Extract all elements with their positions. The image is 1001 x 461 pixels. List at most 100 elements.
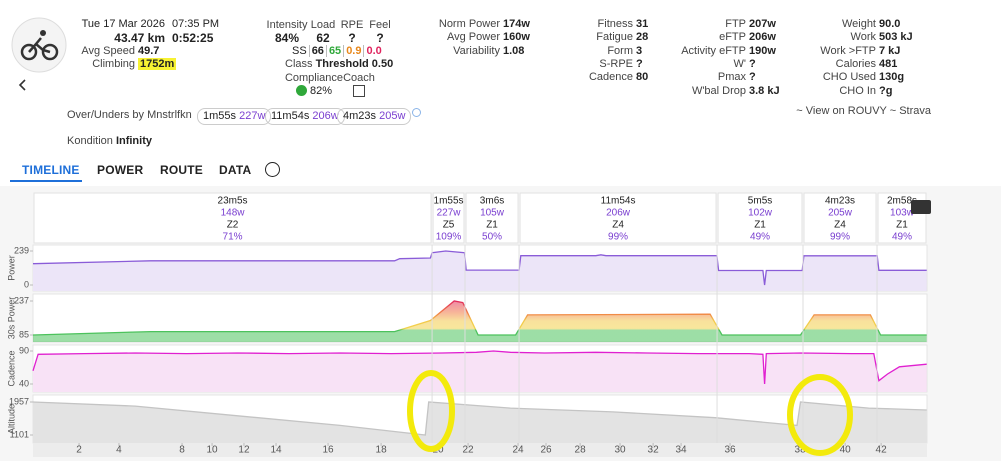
metric-value: ? bbox=[348, 31, 356, 45]
stat-value: ? bbox=[749, 71, 756, 84]
metric-label: Intensity bbox=[266, 19, 308, 31]
stat-value-text: 7 kJ bbox=[879, 44, 901, 57]
y-tick-label: 85 bbox=[19, 329, 29, 339]
y-tick-label: 1101 bbox=[10, 429, 29, 439]
interval-zone: Z5 bbox=[443, 220, 455, 231]
over-unders-label: Over/Unders by Mnstrlfkn bbox=[67, 109, 192, 121]
ss-value: 66 bbox=[308, 45, 326, 57]
chip-power: 205w bbox=[379, 110, 406, 122]
line bbox=[32, 350, 927, 385]
stat-label: FTP bbox=[725, 18, 746, 30]
stat-value: 90.0 bbox=[879, 18, 900, 31]
panel-name: Altitude bbox=[6, 404, 16, 434]
comment-icon[interactable] bbox=[911, 200, 931, 214]
compliance-label: Compliance bbox=[284, 72, 344, 84]
links[interactable]: ~ View on ROUVY ~ Strava bbox=[796, 105, 931, 117]
stat-value-text: ? bbox=[749, 57, 756, 70]
interval-power: 102w bbox=[748, 208, 773, 219]
area bbox=[33, 402, 927, 443]
tab[interactable]: ROUTE bbox=[160, 163, 203, 177]
stat-label: Climbing bbox=[92, 58, 135, 71]
stat-value-text: 190w bbox=[749, 44, 776, 57]
stat-label: Cadence bbox=[588, 71, 633, 84]
stat-value: 207w bbox=[749, 18, 776, 31]
x-tick-label: 10 bbox=[207, 445, 219, 456]
ss-value: 0.0 bbox=[363, 45, 384, 57]
stat-value: 160w bbox=[503, 31, 530, 44]
ss-value: 0.9 bbox=[343, 45, 364, 57]
stat-value-text: 90.0 bbox=[879, 18, 901, 30]
interval-duration: 1m55s bbox=[434, 196, 464, 207]
stat-label: Work >FTP bbox=[820, 44, 876, 57]
x-tick-label: 24 bbox=[512, 445, 524, 456]
y-tick-label: 1957 bbox=[9, 396, 29, 406]
compliance-value: 82% bbox=[310, 85, 333, 97]
interval-percent: 49% bbox=[750, 232, 770, 243]
interval-zone: Z4 bbox=[612, 220, 624, 231]
stat-value: 3 bbox=[636, 45, 642, 58]
check-icon bbox=[296, 85, 307, 96]
interval-zone: Z1 bbox=[896, 220, 908, 231]
x-tick-label: 8 bbox=[179, 445, 185, 456]
stat-value: 80 bbox=[636, 71, 648, 84]
stat-label: W'bal Drop bbox=[691, 84, 746, 97]
stat-label: Form bbox=[607, 44, 633, 57]
y-tick-label: 0 bbox=[24, 279, 29, 289]
interval-percent: 49% bbox=[892, 232, 912, 243]
stat-value-text: 28 bbox=[636, 31, 649, 44]
stat-value: 190w bbox=[749, 45, 776, 58]
interval-percent: 71% bbox=[223, 232, 243, 243]
stat-value-text: 80 bbox=[636, 71, 649, 84]
chip[interactable]: 11m54s 206w bbox=[265, 108, 345, 125]
interval-duration: 2m58s bbox=[887, 196, 917, 207]
metric-label: Feel bbox=[369, 19, 391, 31]
stat-label: Norm Power bbox=[438, 18, 500, 30]
distance: 43.47 km bbox=[114, 31, 165, 45]
line bbox=[32, 401, 927, 436]
x-tick-label: 30 bbox=[614, 445, 626, 456]
annotation-circle bbox=[787, 374, 853, 456]
x-tick-label: 42 bbox=[876, 445, 888, 456]
x-tick-label: 18 bbox=[376, 445, 388, 456]
metric-label: RPE bbox=[340, 19, 364, 31]
avatar bbox=[11, 17, 67, 91]
stat-value: ? bbox=[749, 58, 756, 71]
interval-box bbox=[465, 192, 519, 244]
stat-label: Avg Power bbox=[447, 31, 500, 44]
tab[interactable]: TIMELINE bbox=[22, 163, 80, 177]
stat-label: Activity eFTP bbox=[681, 44, 746, 57]
line bbox=[32, 250, 927, 286]
tab[interactable]: POWER bbox=[97, 163, 144, 177]
duration: 0:52:25 bbox=[172, 31, 214, 45]
annotation-circle bbox=[407, 370, 455, 452]
search-icon[interactable] bbox=[412, 108, 421, 117]
stat-value-text: 503 kJ bbox=[879, 31, 913, 44]
stat-value: 49.7 bbox=[138, 45, 159, 58]
ss: SS 66 65 0.9 0.0 bbox=[290, 45, 384, 58]
time: 07:35 PM bbox=[172, 18, 220, 30]
x-tick-label: 12 bbox=[238, 445, 250, 456]
chip[interactable]: 4m23s 205w bbox=[337, 108, 412, 125]
interval-zone: Z1 bbox=[754, 220, 766, 231]
coach-checkbox[interactable] bbox=[353, 85, 365, 97]
stat-value-text: 174w bbox=[503, 18, 530, 30]
stat-value: 1.08 bbox=[503, 45, 524, 58]
panel-name: Cadence bbox=[6, 350, 16, 386]
panel-name: Power bbox=[6, 255, 16, 281]
tab-underline bbox=[10, 180, 82, 182]
chip[interactable]: 1m55s 227w bbox=[197, 108, 272, 125]
x-tick-label: 16 bbox=[322, 445, 334, 456]
stat-value: 28 bbox=[636, 31, 648, 44]
interval-duration: 3m6s bbox=[480, 196, 504, 207]
stat-value: 3.8 kJ bbox=[749, 85, 780, 98]
tab[interactable]: DATA bbox=[219, 163, 252, 177]
stat-label: Calories bbox=[835, 57, 876, 70]
interval-power: 205w bbox=[828, 208, 853, 219]
interval-duration: 11m54s bbox=[601, 196, 636, 207]
add-tab[interactable] bbox=[265, 162, 280, 177]
interval-percent: 109% bbox=[436, 232, 462, 243]
stat-value-text: 160w bbox=[503, 31, 530, 44]
stat-value-text: 1.08 bbox=[503, 44, 525, 57]
coach-label: Coach bbox=[343, 72, 375, 84]
